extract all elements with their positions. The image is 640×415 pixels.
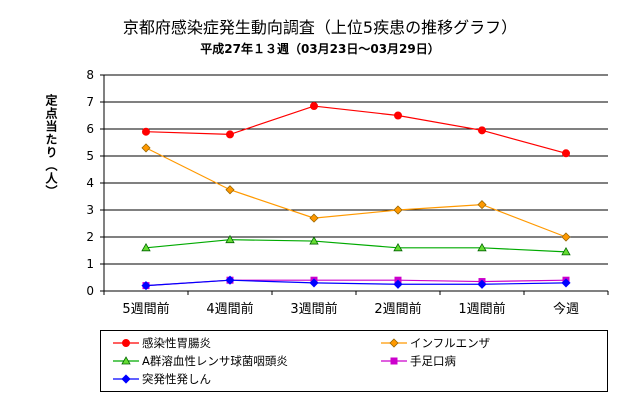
data-point (393, 279, 403, 289)
y-tick-label: 0 (86, 284, 94, 298)
y-tick-label: 7 (86, 95, 94, 109)
data-point (477, 279, 487, 289)
data-point (394, 111, 402, 120)
legend-item: 手足口病 (381, 352, 456, 370)
data-point (310, 102, 318, 111)
y-tick-label: 5 (86, 149, 94, 163)
x-tick-label: 1週間前 (458, 301, 505, 317)
legend-item: インフルエンザ (381, 334, 490, 352)
data-point (561, 232, 571, 242)
legend-item: A群溶血性レンサ球菌咽頭炎 (113, 352, 288, 370)
data-point (225, 185, 235, 195)
legend-swatch (113, 374, 139, 384)
legend-swatch (381, 357, 407, 365)
chart-legend: 感染性胃腸炎 インフルエンザ A群溶血性レンサ球菌咽頭炎 手足口病突発性発しん (100, 330, 608, 392)
legend-swatch (113, 339, 139, 347)
y-tick-label: 2 (86, 230, 94, 244)
data-point (226, 130, 234, 139)
y-tick-label: 1 (86, 257, 94, 271)
data-point (141, 242, 151, 252)
chart-title: 京都府感染症発生動向調査（上位5疾患の推移グラフ） (122, 18, 518, 37)
y-tick-label: 3 (86, 203, 94, 217)
data-point (477, 200, 487, 210)
y-tick-label: 8 (86, 68, 94, 82)
series-line (145, 105, 567, 154)
legend-swatch (113, 356, 139, 365)
legend-item: 突発性発しん (113, 370, 211, 388)
data-point (309, 236, 319, 245)
data-point (561, 247, 571, 256)
series-line (145, 279, 567, 287)
data-point (141, 143, 151, 153)
data-point (562, 149, 570, 158)
legend-label: 突発性発しん (142, 372, 211, 386)
data-point (142, 127, 150, 136)
x-tick-label: 2週間前 (374, 301, 421, 317)
data-point (309, 213, 319, 223)
data-point (477, 242, 487, 252)
legend-label: A群溶血性レンサ球菌咽頭炎 (142, 354, 288, 368)
series-line (145, 239, 567, 253)
data-point (478, 126, 486, 135)
y-tick-label: 4 (86, 176, 94, 190)
chart-subtitle: 平成27年１３週（03月23日～03月29日） (200, 42, 440, 56)
x-tick-label: 3週間前 (290, 301, 337, 317)
x-tick-label: 4週間前 (206, 301, 253, 317)
x-tick-label: 今週 (553, 301, 579, 317)
y-tick-label: 6 (86, 122, 94, 136)
y-axis-label: 定点当たり（人） (44, 94, 58, 198)
data-point (309, 278, 319, 288)
legend-label: インフルエンザ (410, 336, 491, 350)
data-point (393, 205, 403, 215)
data-point (561, 278, 571, 288)
x-tick-label: 5週間前 (122, 301, 169, 317)
legend-label: 感染性胃腸炎 (142, 336, 211, 350)
data-point (225, 275, 235, 285)
series-line (145, 147, 567, 238)
legend-item: 感染性胃腸炎 (113, 334, 211, 352)
legend-swatch (381, 338, 407, 348)
data-point (393, 242, 403, 252)
line-chart: 0 1 2 3 4 5 6 7 8 5週間前 4週間前 3週間前 2週間前 1週間前 今週 (86, 68, 609, 317)
legend-label: 手足口病 (410, 354, 456, 368)
data-point (141, 281, 151, 291)
data-point (225, 234, 235, 244)
